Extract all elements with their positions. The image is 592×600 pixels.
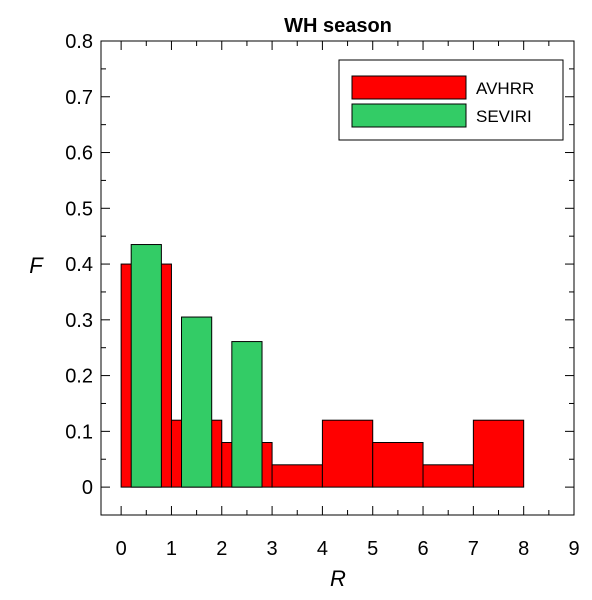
x-tick-label: 0	[116, 538, 127, 560]
chart-title: WH season	[284, 15, 392, 37]
legend: AVHRR SEVIRI	[338, 59, 564, 141]
legend-label-avhrr: AVHRR	[476, 79, 534, 98]
avhrr-bars	[120, 263, 525, 488]
x-tick-label: 3	[267, 538, 278, 560]
legend-swatch-avhrr	[351, 75, 467, 100]
y-tick-label: 0	[82, 477, 93, 499]
y-axis-title: F	[29, 253, 44, 278]
x-tick-label: 6	[417, 538, 428, 560]
x-axis-title: R	[330, 566, 346, 591]
seviri-bar-2	[231, 341, 263, 488]
seviri-bar-0	[130, 244, 162, 488]
y-tick-label: 0.5	[65, 198, 93, 220]
x-tick-label: 8	[518, 538, 529, 560]
x-tick-label: 4	[317, 538, 328, 560]
avhrr-bar-6	[422, 464, 474, 488]
x-tick-label: 7	[468, 538, 479, 560]
seviri-bar-1	[181, 316, 213, 488]
axis-ticks	[101, 40, 575, 515]
x-tick-label: 9	[568, 538, 579, 560]
avhrr-bar-5	[372, 442, 424, 488]
y-tick-label: 0.1	[65, 421, 93, 443]
legend-label-seviri: SEVIRI	[476, 107, 532, 126]
x-tick-label: 1	[166, 538, 177, 560]
y-tick-label: 0.4	[65, 254, 93, 276]
x-tick-label: 5	[367, 538, 378, 560]
avhrr-bar-4	[321, 419, 374, 488]
legend-swatch-seviri	[351, 103, 467, 128]
plot-frame	[100, 40, 575, 516]
y-tick-label: 0.3	[65, 310, 93, 332]
y-tick-label: 0.8	[65, 31, 93, 53]
avhrr-bar-7	[472, 419, 525, 488]
avhrr-bar-3	[271, 464, 323, 488]
axis-tick-labels: 0 1 2 3 4 5 6 7 8 9 0 0.1 0.2 0.3 0.4 0.5 0.6 0.7 0.8	[65, 31, 579, 560]
y-tick-label: 0.7	[65, 87, 93, 109]
y-tick-label: 0.6	[65, 143, 93, 165]
x-tick-label: 2	[216, 538, 227, 560]
legend-box	[338, 59, 564, 141]
seviri-bars	[130, 244, 263, 488]
y-tick-label: 0.2	[65, 366, 93, 388]
